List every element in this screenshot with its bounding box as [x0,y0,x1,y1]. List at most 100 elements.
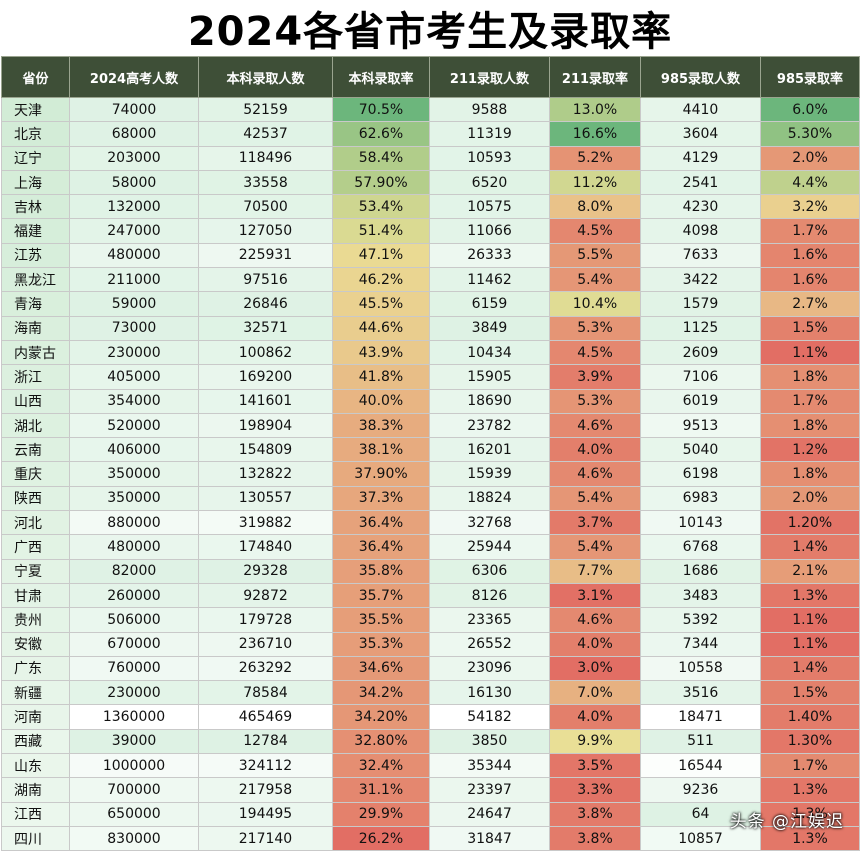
table-row: 黑龙江 211000 97516 46.2% 11462 5.4% 3422 1.6% [1,267,860,293]
table-row: 辽宁 203000 118496 58.4% 10593 5.2% 4129 2.0% [1,145,860,171]
province-cell: 河南 [1,704,70,730]
count-cell: 236710 [198,631,333,657]
rate-cell: 35.5% [332,607,430,633]
rate-cell: 2.7% [760,291,860,317]
count-cell: 78584 [198,680,333,706]
rate-cell: 1.40% [760,704,860,730]
count-cell: 6198 [640,461,761,487]
page-title: 2024各省市考生及录取率 [187,9,673,55]
count-cell: 4230 [640,194,761,220]
count-cell: 73000 [69,315,199,341]
rate-cell: 32.4% [332,753,430,779]
table-row: 青海 59000 26846 45.5% 6159 10.4% 1579 2.7% [1,291,860,317]
count-cell: 354000 [69,388,199,414]
province-cell: 江苏 [1,242,70,269]
count-cell: 5392 [640,607,761,633]
rate-cell: 16.6% [549,121,641,147]
rate-cell: 3.2% [760,194,860,220]
table-row: 贵州 506000 179728 35.5% 23365 4.6% 5392 1.1% [1,607,860,633]
table-row: 四川 830000 217140 26.2% 31847 3.8% 10857 1.3% [1,825,860,851]
count-cell: 4410 [640,96,761,123]
rate-cell: 41.8% [332,364,430,390]
count-cell: 203000 [69,145,199,171]
count-cell: 9513 [640,412,761,439]
rate-cell: 1.6% [760,267,860,293]
rate-cell: 7.7% [549,558,641,584]
rate-cell: 4.6% [549,461,641,487]
province-cell: 青海 [1,291,70,317]
column-header: 211录取人数 [429,56,550,98]
count-cell: 3604 [640,121,761,147]
count-cell: 830000 [69,825,199,851]
province-cell: 福建 [1,218,70,244]
rate-cell: 1.6% [760,242,860,269]
table-row: 河南 1360000 465469 34.20% 54182 4.0% 18471 1.40% [1,704,860,730]
province-cell: 海南 [1,315,70,341]
count-cell: 263292 [198,655,333,682]
rate-cell: 1.1% [760,607,860,633]
count-cell: 29328 [198,558,333,584]
count-cell: 506000 [69,607,199,633]
rate-cell: 3.3% [549,777,641,803]
count-cell: 132000 [69,194,199,220]
count-cell: 23365 [429,607,550,633]
province-cell: 广东 [1,655,70,682]
rate-cell: 4.6% [549,607,641,633]
province-cell: 辽宁 [1,145,70,171]
count-cell: 9588 [429,96,550,123]
header-row: 省份 2024高考人数 本科录取人数 本科录取率 211录取人数 211录取率 985录取人… [1,56,860,98]
count-cell: 33558 [198,169,333,196]
rate-cell: 1.30% [760,728,860,755]
province-cell: 四川 [1,825,70,851]
count-cell: 5040 [640,437,761,463]
count-cell: 26333 [429,242,550,269]
rate-cell: 1.4% [760,534,860,560]
count-cell: 760000 [69,655,199,682]
count-cell: 141601 [198,388,333,414]
count-cell: 225931 [198,242,333,269]
count-cell: 198904 [198,412,333,439]
rate-cell: 5.3% [549,315,641,341]
count-cell: 6768 [640,534,761,560]
rate-cell: 35.8% [332,558,430,584]
count-cell: 174840 [198,534,333,560]
count-cell: 54182 [429,704,550,730]
province-cell: 山西 [1,388,70,414]
count-cell: 1125 [640,315,761,341]
count-cell: 39000 [69,728,199,755]
count-cell: 100862 [198,339,333,366]
province-cell: 内蒙古 [1,339,70,366]
rate-cell: 9.9% [549,728,641,755]
rate-cell: 37.90% [332,461,430,487]
table-row: 内蒙古 230000 100862 43.9% 10434 4.5% 2609 1.1% [1,339,860,366]
rate-cell: 1.1% [760,631,860,657]
rate-cell: 4.0% [549,631,641,657]
rate-cell: 1.8% [760,364,860,390]
rate-cell: 5.4% [549,534,641,560]
province-cell: 重庆 [1,461,70,487]
table-row: 安徽 670000 236710 35.3% 26552 4.0% 7344 1.1% [1,631,860,657]
rate-cell: 29.9% [332,801,430,827]
count-cell: 154809 [198,437,333,463]
count-cell: 31847 [429,825,550,851]
province-cell: 西藏 [1,728,70,755]
province-cell: 北京 [1,121,70,147]
table-row: 山东 1000000 324112 32.4% 35344 3.5% 16544 1.7% [1,753,860,779]
table-row: 吉林 132000 70500 53.4% 10575 8.0% 4230 3.2% [1,194,860,220]
count-cell: 42537 [198,121,333,147]
rate-cell: 26.2% [332,825,430,851]
rate-cell: 3.8% [549,801,641,827]
count-cell: 194495 [198,801,333,827]
province-cell: 浙江 [1,364,70,390]
count-cell: 324112 [198,753,333,779]
table-row: 福建 247000 127050 51.4% 11066 4.5% 4098 1.7% [1,218,860,244]
rate-cell: 58.4% [332,145,430,171]
count-cell: 3850 [429,728,550,755]
province-cell: 广西 [1,534,70,560]
count-cell: 480000 [69,242,199,269]
count-cell: 247000 [69,218,199,244]
count-cell: 23397 [429,777,550,803]
province-cell: 天津 [1,96,70,123]
count-cell: 6306 [429,558,550,584]
province-cell: 安徽 [1,631,70,657]
